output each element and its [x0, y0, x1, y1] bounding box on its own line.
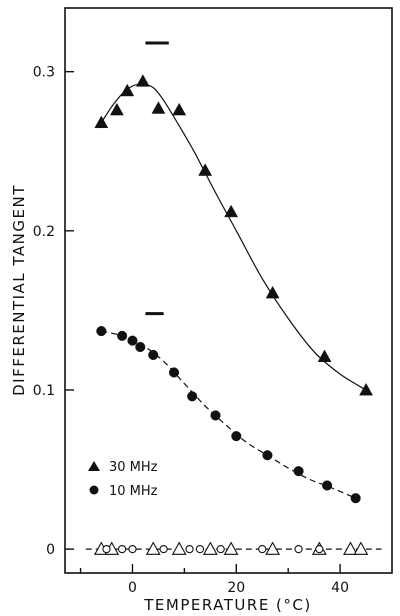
open-circle-point — [195, 544, 205, 554]
y-tick-label: 0.2 — [33, 224, 55, 240]
triangle-point-30mhz — [120, 83, 135, 97]
open-triangle-point — [223, 541, 239, 555]
x-tick-label: 40 — [331, 580, 349, 596]
y-tick-label: 0 — [46, 542, 55, 558]
open-circle-point — [258, 544, 267, 554]
open-circle-point — [128, 544, 137, 554]
triangle-point-30mhz — [151, 101, 166, 114]
circle-point-10mhz — [117, 330, 128, 341]
legend-circle-marker — [89, 485, 99, 495]
x-axis-label: TEMPERATURE (°C) — [143, 596, 312, 614]
circle-point-10mhz — [293, 466, 304, 477]
triangle-point-30mhz — [109, 102, 124, 116]
circle-point-10mhz — [262, 450, 273, 461]
legend: 30 MHz 10 MHz — [88, 460, 158, 499]
triangle-point-30mhz — [172, 102, 187, 116]
open-triangle-point — [353, 541, 369, 555]
triangle-point-30mhz — [265, 285, 280, 299]
circle-point-10mhz — [350, 493, 361, 504]
legend-label-30mhz: 30 MHz — [109, 460, 158, 475]
circle-point-10mhz — [135, 341, 146, 353]
open-circle-point — [159, 544, 168, 554]
open-circle-point — [315, 544, 324, 554]
x-axis-ticks: 0 20 40 — [79, 564, 349, 596]
open-circle-point — [216, 544, 225, 554]
open-circle-point — [102, 544, 111, 554]
plot-frame — [64, 7, 393, 574]
triangle-point-30mhz — [359, 382, 373, 396]
circle-point-10mhz — [168, 367, 180, 378]
circle-point-10mhz — [96, 326, 107, 337]
circle-point-10mhz — [231, 431, 242, 442]
y-axis-label: DIFFERENTIAL TANGENT — [10, 184, 28, 396]
open-triangle-point — [343, 541, 358, 555]
data-points — [93, 74, 373, 555]
triangle-point-30mhz — [94, 115, 109, 129]
open-circle-point — [185, 544, 194, 554]
open-triangle-point — [202, 541, 218, 555]
x-tick-label: 20 — [227, 580, 245, 596]
range-bars — [145, 41, 169, 316]
fit-curves — [85, 83, 382, 550]
open-triangle-point — [265, 541, 281, 555]
y-axis-ticks: 0 0.1 0.2 0.3 — [33, 65, 74, 558]
open-triangle-point — [145, 541, 161, 555]
triangle-point-30mhz — [135, 74, 150, 87]
triangle-point-30mhz — [317, 349, 332, 362]
open-circle-point — [294, 544, 303, 554]
legend-label-10mhz: 10 MHz — [109, 484, 158, 499]
circle-point-10mhz — [187, 391, 198, 402]
y-tick-label: 0.3 — [33, 65, 55, 81]
circle-point-10mhz — [210, 410, 221, 421]
circle-point-10mhz — [322, 480, 333, 491]
open-circle-point — [117, 544, 127, 554]
y-tick-label: 0.1 — [33, 383, 55, 399]
x-tick-label: 0 — [128, 580, 137, 596]
circle-point-10mhz — [127, 335, 138, 346]
legend-triangle-marker — [88, 461, 100, 471]
open-triangle-point — [171, 541, 187, 555]
triangle-point-30mhz — [224, 204, 239, 218]
circle-point-10mhz — [148, 349, 159, 361]
triangle-point-30mhz — [198, 163, 213, 176]
